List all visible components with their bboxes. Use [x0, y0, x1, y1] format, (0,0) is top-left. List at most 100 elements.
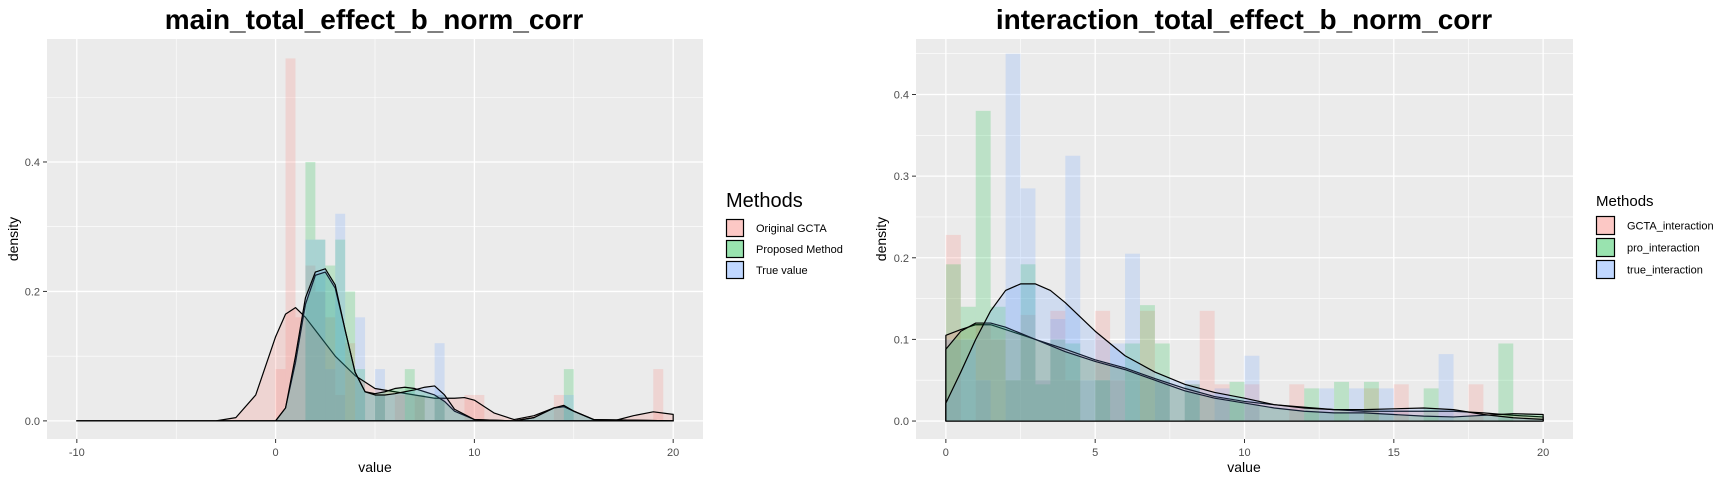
- histogram-bar-2: [1110, 343, 1126, 422]
- chart-title-main: main_total_effect_b_norm_corr: [165, 4, 584, 35]
- histogram-bar-1: [355, 369, 366, 421]
- y-tick-label: 0.0: [894, 416, 909, 428]
- histogram-bar-1: [1095, 380, 1111, 422]
- legend-label-0: Original GCTA: [756, 223, 827, 235]
- y-tick-label: 0.4: [25, 157, 40, 169]
- histogram-bar-1: [375, 394, 385, 421]
- histogram-bar-0: [345, 343, 356, 421]
- histogram-bar-2: [1050, 319, 1066, 422]
- histogram-bar-2: [1125, 253, 1140, 422]
- histogram-bar-0: [305, 265, 316, 421]
- histogram-bar-0: [464, 394, 475, 421]
- histogram-bar-0: [1005, 380, 1021, 422]
- density-curve-2: [945, 283, 1544, 422]
- histogram-bar-0: [414, 394, 425, 421]
- density-curves-interaction: [945, 283, 1544, 422]
- histogram-bar-0: [1139, 310, 1155, 422]
- histogram-bar-2: [945, 339, 961, 422]
- histogram-bar-2: [1095, 380, 1111, 422]
- histogram-bar-0: [1020, 314, 1036, 422]
- histogram-bar-2: [325, 369, 336, 421]
- histogram-bar-1: [960, 306, 976, 422]
- histogram-bar-1: [975, 110, 991, 422]
- density-curve-2: [76, 268, 674, 422]
- histogram-bar-0: [275, 369, 286, 421]
- legend-key-2: [1595, 259, 1616, 280]
- histogram-bar-1: [990, 306, 1006, 422]
- x-tick-label: 20: [1537, 447, 1549, 459]
- histogram-bar-1: [1498, 343, 1514, 422]
- y-tick-label: 0.2: [894, 253, 909, 265]
- y-tick-label: 0.3: [894, 171, 909, 183]
- histogram-bar-0: [1289, 384, 1305, 422]
- x-tick-label: 10: [468, 447, 480, 459]
- histogram-bar-0: [1035, 380, 1051, 422]
- axis-ticks-main: -10 0 10 20 0.0 0.2 0.4: [25, 157, 680, 459]
- density-curve-1: [945, 322, 1544, 422]
- legend-title-main: Methods: [726, 190, 803, 212]
- histogram-bar-0: [553, 394, 564, 421]
- legend-key-2: [725, 260, 745, 280]
- density-curve-0: [945, 324, 1544, 422]
- y-tick-label: 0.4: [894, 90, 909, 102]
- chart-title-interaction: interaction_total_effect_b_norm_corr: [996, 4, 1492, 35]
- legend-interaction: Methods GCTA_interaction pro_interactiont…: [1595, 193, 1714, 280]
- axis-ticks-interaction: 0 5 10 15 20 0.0 0.1 0.2 0.3 0.4: [894, 90, 1550, 459]
- x-tick-label: 15: [1388, 447, 1400, 459]
- histogram-bar-0: [990, 339, 1006, 422]
- histogram-bar-1: [1020, 264, 1036, 422]
- histogram-bar-2: [1080, 380, 1096, 422]
- legend-key-background: [1596, 260, 1615, 279]
- legend-title-interaction: Methods: [1596, 193, 1654, 210]
- histogram-bar-0: [394, 394, 405, 421]
- histogram-bar-0: [1110, 380, 1126, 422]
- histogram-bar-0: [285, 58, 296, 421]
- histogram-bar-2: [1184, 380, 1200, 422]
- legend-key-1: [1595, 237, 1616, 258]
- histogram-bar-0: [375, 394, 385, 421]
- histogram-bar-0: [945, 234, 961, 422]
- histogram-bar-2: [355, 317, 366, 421]
- histogram-bar-0: [434, 394, 445, 421]
- histogram-bar-1: [1035, 384, 1051, 422]
- histogram-bar-0: [653, 369, 664, 421]
- density-curves-main: [76, 268, 674, 422]
- histogram-bar-0: [1065, 380, 1081, 422]
- x-axis-label-main: value: [358, 459, 392, 475]
- histogram-bar-0: [1154, 380, 1170, 422]
- histogram-bar-2: [1214, 388, 1230, 422]
- y-tick-label: 0.1: [894, 334, 909, 346]
- y-axis-label-main: density: [5, 217, 21, 261]
- histogram-bar-1: [404, 369, 415, 421]
- y-axis-label-interaction: density: [873, 217, 889, 261]
- legend-label-1: Proposed Method: [756, 244, 843, 256]
- histogram-bar-0: [325, 317, 336, 421]
- histogram-bar-0: [975, 323, 991, 422]
- histogram-bar-1: [1139, 305, 1155, 422]
- histogram-bars-interaction: [945, 53, 1514, 422]
- histogram-bar-2: [975, 380, 991, 422]
- x-tick-label: 5: [1092, 447, 1098, 459]
- histogram-bar-2: [335, 213, 346, 421]
- legend-key-1: [725, 239, 745, 259]
- histogram-bar-2: [1378, 388, 1394, 422]
- x-axis-label-interaction: value: [1227, 459, 1261, 475]
- panel-interaction: interaction_total_effect_b_norm_corr 0 5 1…: [873, 4, 1714, 475]
- histogram-bar-2: [305, 239, 316, 421]
- histogram-bar-2: [1020, 188, 1036, 422]
- histogram-bar-1: [1065, 343, 1081, 422]
- histogram-bar-1: [945, 264, 961, 422]
- legend-key-background: [726, 261, 744, 279]
- legend-key-0: [1595, 215, 1616, 236]
- histogram-bar-1: [434, 394, 445, 421]
- x-tick-label: 20: [667, 447, 679, 459]
- panel-main: main_total_effect_b_norm_corr -10 0 10 20 0.…: [5, 4, 843, 475]
- x-tick-label: -10: [69, 447, 85, 459]
- histogram-bar-1: [1005, 380, 1021, 422]
- y-tick-label: 0.2: [25, 286, 40, 298]
- histogram-bar-1: [335, 239, 346, 421]
- legend-key-0: [725, 218, 745, 238]
- legend-label-1: pro_interaction: [1627, 243, 1700, 255]
- legend-key-background: [1596, 216, 1615, 235]
